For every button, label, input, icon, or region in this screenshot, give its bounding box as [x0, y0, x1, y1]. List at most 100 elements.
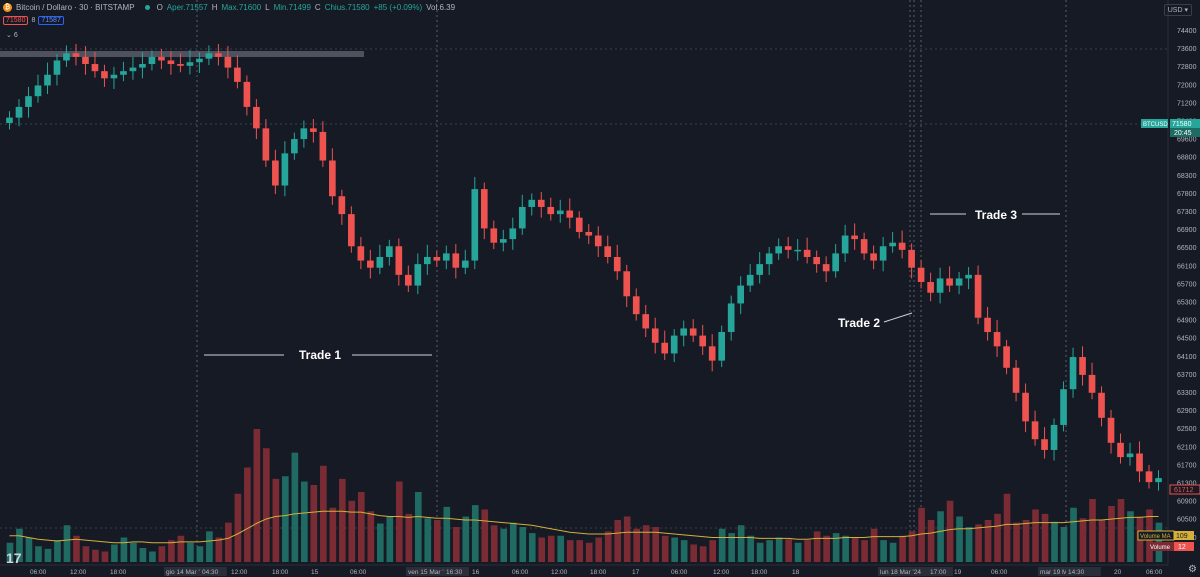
tradingview-logo-icon: 17: [6, 550, 22, 566]
candle-body: [1136, 453, 1143, 472]
volume-bar: [101, 551, 109, 562]
volume-bar: [756, 542, 764, 562]
candle-body: [794, 249, 801, 252]
price-tick-label: 68800: [1177, 155, 1197, 162]
candle-body: [813, 256, 820, 265]
candle-body: [851, 235, 858, 240]
candle-body: [110, 74, 118, 79]
candle-body: [1031, 421, 1039, 440]
time-cursor-badge: [1066, 567, 1091, 576]
candle-body: [870, 253, 877, 261]
time-tick-label: 06:00: [1146, 569, 1163, 576]
volume-bar: [1108, 506, 1115, 562]
candle-body: [556, 210, 564, 215]
time-tick-label: 14:30: [1068, 569, 1085, 576]
candle-body: [423, 256, 431, 265]
candle-body: [765, 253, 773, 265]
candle-body: [63, 53, 70, 61]
candle-body: [338, 196, 346, 215]
price-tick-label: 66500: [1177, 245, 1197, 252]
volume-bar: [433, 520, 441, 562]
candle-body: [158, 56, 165, 61]
symbol-title[interactable]: Bitcoin / Dollaro · 30 · BITSTAMP: [16, 2, 135, 12]
volume-bar: [6, 542, 14, 562]
volume-bar: [25, 537, 33, 562]
volume-ma-text: Volume MA: [1140, 534, 1171, 540]
price-tick-label: 63300: [1177, 390, 1197, 397]
volume-bar: [775, 537, 783, 562]
indicator-collapse-toggle[interactable]: ⌄ 6: [6, 32, 18, 39]
candle-body: [196, 58, 203, 63]
candle-body: [139, 64, 146, 68]
volume-bar: [111, 544, 118, 562]
last-price-badge: [1170, 119, 1200, 128]
currency-label: USD: [1167, 7, 1183, 14]
volume-bar: [661, 535, 669, 562]
volume-bar: [557, 535, 565, 562]
volume-bar: [595, 537, 603, 562]
volume-value: 12: [1178, 544, 1186, 551]
candle-body: [946, 278, 953, 286]
volume-bar: [82, 546, 90, 562]
volume-bar: [899, 535, 906, 562]
ohlc-low-label: L: [265, 2, 270, 12]
time-tick-label: 17: [632, 569, 640, 576]
time-tick-label: lun 18 Mar '24: [880, 569, 921, 576]
trade3-label: Trade 3: [975, 208, 1018, 222]
volume-ma-line: [9, 510, 1159, 544]
candle-body: [1060, 389, 1067, 425]
resistance-zone: [0, 51, 364, 57]
price-tick-label: 60500: [1177, 517, 1197, 524]
candle-body: [262, 128, 270, 161]
candle-body: [518, 206, 526, 229]
candle-body: [15, 106, 23, 118]
bid-price[interactable]: 71580: [3, 16, 29, 25]
candle-body: [1012, 367, 1020, 393]
volume-bar: [376, 523, 384, 562]
volume-bar: [367, 511, 375, 562]
time-cursor-badge: [200, 567, 225, 576]
candle-body: [547, 206, 555, 215]
candle-body: [395, 246, 403, 275]
volume-bar: [718, 528, 726, 562]
candle-body: [215, 53, 222, 57]
volume-bar: [927, 520, 935, 562]
candle-body: [651, 328, 659, 343]
volume-bar: [709, 540, 716, 562]
candle-body: [148, 56, 156, 65]
ask-price[interactable]: 71587: [38, 16, 64, 25]
candle-body: [234, 67, 241, 82]
candle-body: [784, 246, 792, 250]
price-tick-label: 73600: [1177, 46, 1197, 53]
volume-bar: [614, 520, 622, 562]
volume-bar: [1098, 520, 1106, 562]
currency-selector[interactable]: USD ▾: [1163, 4, 1192, 16]
time-cursor-badge: [164, 567, 227, 576]
volume-bar: [405, 513, 413, 562]
candle-body: [889, 242, 896, 247]
price-tick-label: 62900: [1177, 408, 1197, 415]
volume-bar: [452, 527, 460, 562]
volume-bar: [424, 518, 432, 562]
candle-body: [253, 106, 260, 129]
volume-bar: [747, 535, 754, 562]
candle-body: [53, 60, 61, 75]
volume-bar: [234, 493, 242, 562]
time-tick-label: 06:00: [512, 569, 529, 576]
ohlc-change: +85 (+0.09%): [373, 2, 423, 12]
volume-bar: [1022, 520, 1030, 562]
candle-body: [718, 332, 726, 361]
volume-bar: [301, 481, 308, 562]
candle-body: [319, 131, 327, 161]
volume-bar: [329, 507, 337, 562]
time-tick-label: 06:00: [30, 569, 47, 576]
time-tick-label: 20: [1114, 569, 1122, 576]
ohlc-open-label: O: [156, 2, 163, 12]
volume-bar: [263, 448, 270, 562]
volume-bar: [965, 527, 973, 562]
gear-icon[interactable]: ⚙: [1188, 564, 1197, 575]
candle-body: [120, 71, 127, 75]
volume-bar: [44, 548, 52, 562]
volume-bar: [880, 540, 887, 562]
